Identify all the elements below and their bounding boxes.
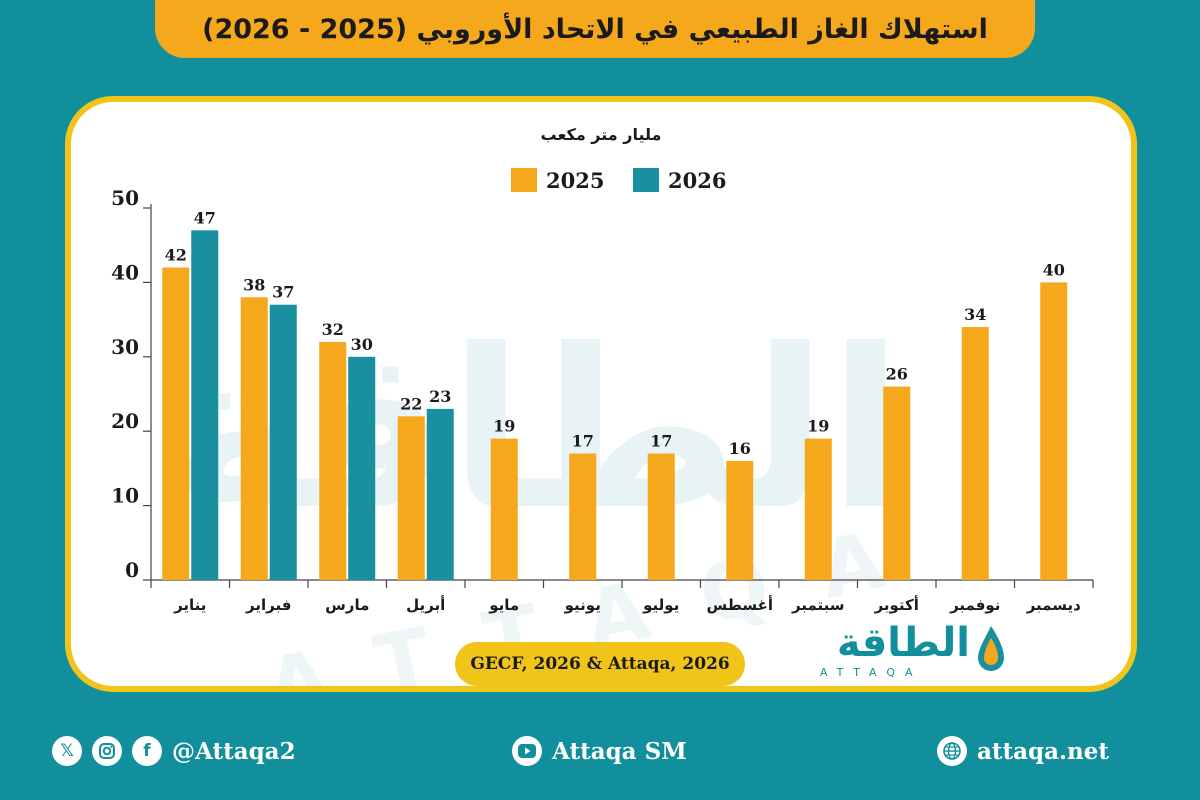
bar-2025 bbox=[804, 438, 832, 580]
data-label-2025: 34 bbox=[964, 305, 986, 324]
website-url: attaqa.net bbox=[977, 737, 1110, 765]
data-label-2025: 19 bbox=[807, 417, 829, 436]
bar-2025 bbox=[726, 460, 754, 580]
bar-2026 bbox=[191, 230, 219, 580]
bar-2025 bbox=[397, 416, 425, 580]
x-tick-label: يوليو bbox=[642, 596, 679, 614]
bar-2025 bbox=[162, 267, 190, 580]
y-tick-label: 20 bbox=[111, 409, 139, 433]
bar-2025 bbox=[961, 327, 989, 580]
legend-label: 2025 bbox=[546, 168, 604, 193]
data-label-2025: 22 bbox=[400, 394, 422, 413]
x-tick-label: سبتمبر bbox=[791, 596, 845, 614]
y-tick-label: 40 bbox=[111, 260, 139, 284]
data-label-2025: 32 bbox=[322, 320, 344, 339]
social-links: 𝕏 f @Attaqa2 bbox=[52, 736, 296, 766]
data-label-2025: 38 bbox=[243, 275, 265, 294]
x-tick-label: يونيو bbox=[564, 596, 601, 614]
data-label-2025: 42 bbox=[165, 246, 187, 265]
bar-2026 bbox=[348, 356, 376, 580]
page-title: استهلاك الغاز الطبيعي في الاتحاد الأوروب… bbox=[155, 0, 1035, 58]
x-tick-label: أكتوبر bbox=[874, 595, 919, 614]
data-label-2025: 19 bbox=[493, 417, 515, 436]
bar-2025 bbox=[319, 341, 347, 580]
y-tick-label: 30 bbox=[111, 335, 139, 359]
data-label-2025: 17 bbox=[572, 432, 594, 451]
data-label-2026: 37 bbox=[272, 283, 294, 302]
y-tick-label: 10 bbox=[111, 484, 139, 508]
x-tick-label: أغسطس bbox=[707, 595, 773, 614]
instagram-icon[interactable] bbox=[92, 736, 122, 766]
bar-2025 bbox=[490, 438, 518, 580]
flame-drop-icon bbox=[978, 626, 1004, 671]
bar-2026 bbox=[269, 304, 297, 580]
bar-2026 bbox=[426, 408, 454, 580]
logo-arabic-text: الطاقة bbox=[836, 620, 970, 666]
x-icon[interactable]: 𝕏 bbox=[52, 736, 82, 766]
x-tick-label: يناير bbox=[173, 596, 206, 614]
website-link[interactable]: attaqa.net bbox=[937, 736, 1109, 766]
bar-2025 bbox=[883, 386, 911, 580]
legend-swatch bbox=[511, 168, 537, 192]
bar-2025 bbox=[1040, 282, 1068, 580]
data-label-2025: 17 bbox=[650, 432, 672, 451]
legend-swatch bbox=[633, 168, 659, 192]
youtube-name: Attaqa SM bbox=[552, 737, 687, 765]
y-tick-label: 50 bbox=[111, 186, 139, 210]
youtube-link[interactable]: Attaqa SM bbox=[512, 736, 687, 766]
logo-latin-text: ATTAQA bbox=[820, 666, 923, 679]
x-tick-label: نوفمبر bbox=[949, 596, 1000, 614]
x-tick-label: مارس bbox=[325, 596, 369, 614]
bar-2025 bbox=[647, 453, 675, 580]
bar-chart: مليار متر مكعب 2025 2026 0 10 20 30 40 50 42 47 ينا… bbox=[111, 125, 1094, 614]
legend-label: 2026 bbox=[668, 168, 726, 193]
x-tick-label: ديسمبر bbox=[1026, 596, 1081, 614]
x-tick-label: أبريل bbox=[406, 595, 445, 614]
source-text: GECF, 2026 & Attaqa, 2026 bbox=[470, 654, 730, 674]
y-tick-label: 0 bbox=[125, 558, 139, 582]
x-tick-label: فبراير bbox=[245, 596, 291, 614]
data-label-2026: 23 bbox=[429, 387, 451, 406]
footer: 𝕏 f @Attaqa2 Attaqa SM attaqa.net bbox=[0, 722, 1200, 782]
x-tick-label: مايو bbox=[488, 596, 519, 614]
youtube-icon bbox=[512, 736, 542, 766]
facebook-icon[interactable]: f bbox=[132, 736, 162, 766]
data-label-2025: 40 bbox=[1043, 260, 1065, 279]
social-handle[interactable]: @Attaqa2 bbox=[172, 737, 296, 765]
bar-2025 bbox=[240, 297, 268, 580]
title-text: استهلاك الغاز الطبيعي في الاتحاد الأوروب… bbox=[202, 13, 988, 45]
bar-2025 bbox=[569, 453, 597, 580]
unit-label: مليار متر مكعب bbox=[541, 125, 662, 144]
data-label-2026: 47 bbox=[194, 208, 216, 227]
data-label-2026: 30 bbox=[351, 335, 373, 354]
attaqa-logo: الطاقة ATTAQA bbox=[808, 620, 1008, 690]
chart-card: الطاقة ATTAQA مليار متر مكعب 2025 2026 0 10 2… bbox=[65, 96, 1137, 692]
globe-icon bbox=[937, 736, 967, 766]
data-label-2025: 16 bbox=[729, 439, 751, 458]
data-label-2025: 26 bbox=[886, 365, 908, 384]
source-label: GECF, 2026 & Attaqa, 2026 bbox=[455, 642, 745, 686]
